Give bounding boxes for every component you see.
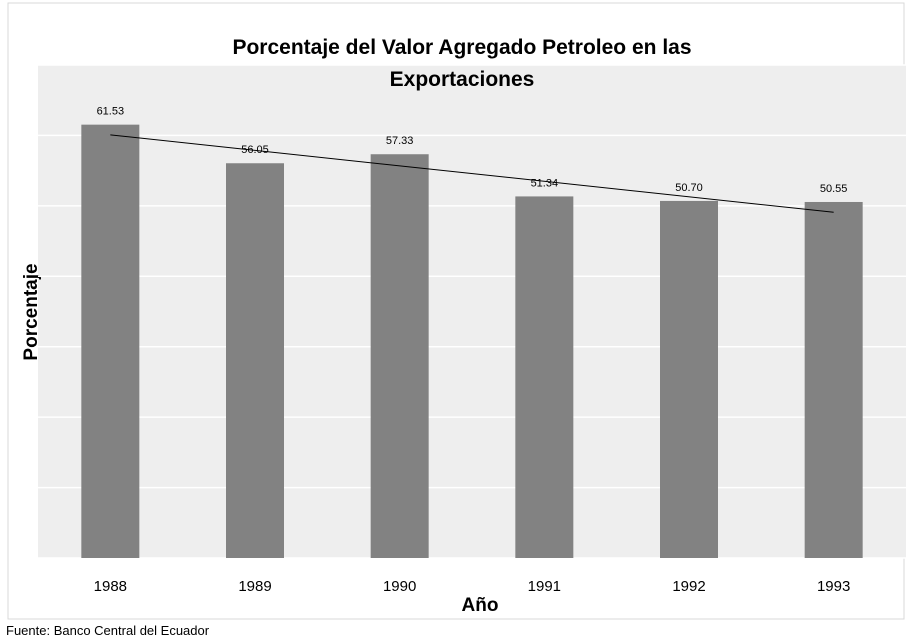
x-tick-label: 1989 <box>238 578 271 595</box>
x-tick-label: 1990 <box>383 578 416 595</box>
plot-area <box>38 65 906 558</box>
x-axis-label: Año <box>462 595 499 616</box>
bar <box>660 200 718 559</box>
data-label: 51.34 <box>531 177 559 189</box>
data-label: 61.53 <box>97 106 125 118</box>
source-note: Fuente: Banco Central del Ecuador <box>6 623 210 638</box>
x-tick-label: 1993 <box>817 578 850 595</box>
bar <box>81 124 140 558</box>
data-label: 50.55 <box>820 183 848 195</box>
x-tick-label: 1991 <box>528 578 561 595</box>
data-label: 50.70 <box>675 182 703 194</box>
x-tick-label: 1992 <box>672 578 705 595</box>
bar <box>515 196 574 558</box>
data-label: 57.33 <box>386 135 414 147</box>
bar <box>804 201 863 558</box>
chart-title: Porcentaje del Valor Agregado Petroleo e… <box>232 36 692 91</box>
bar <box>370 154 429 558</box>
trendline <box>110 134 834 213</box>
bar <box>226 163 284 558</box>
x-tick-label: 1988 <box>94 578 127 595</box>
y-axis-label: Porcentaje <box>21 263 42 360</box>
